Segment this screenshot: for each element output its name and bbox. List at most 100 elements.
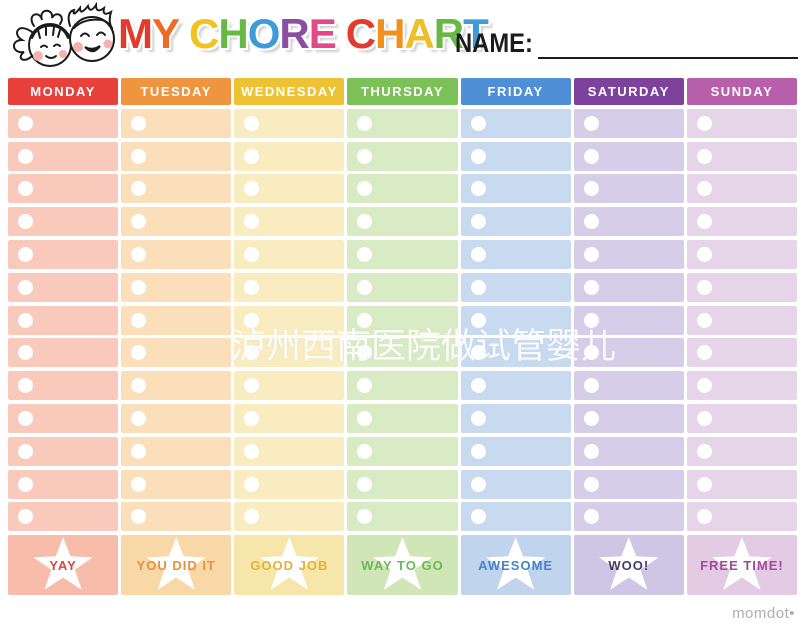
chore-row bbox=[460, 272, 571, 302]
chore-dot-icon bbox=[244, 443, 260, 459]
reward-phrase: WAY TO GO bbox=[361, 557, 444, 573]
day-header-sunday: SUNDAY bbox=[686, 78, 797, 105]
chore-dot-icon bbox=[244, 509, 260, 525]
chore-row bbox=[8, 108, 119, 138]
chore-dot-icon bbox=[357, 443, 373, 459]
chore-dot-icon bbox=[244, 279, 260, 295]
chore-row bbox=[573, 436, 684, 466]
chore-dot-icon bbox=[583, 246, 599, 262]
day-header-monday: MONDAY bbox=[8, 78, 119, 105]
chore-row bbox=[460, 338, 571, 368]
chore-row bbox=[8, 207, 119, 237]
name-blank-line bbox=[537, 31, 798, 59]
chore-dot-icon bbox=[696, 443, 712, 459]
chore-row bbox=[686, 305, 797, 335]
chore-row bbox=[234, 338, 345, 368]
chore-dot-icon bbox=[470, 443, 486, 459]
chore-dot-icon bbox=[131, 345, 147, 361]
chore-row bbox=[460, 239, 571, 269]
chore-dot-icon bbox=[18, 476, 33, 492]
chore-dot-icon bbox=[470, 148, 486, 164]
chore-dot-icon bbox=[244, 378, 260, 394]
title-letter: O bbox=[247, 10, 281, 57]
chore-row bbox=[121, 469, 232, 499]
chore-dot-icon bbox=[131, 312, 147, 328]
chore-dot-icon bbox=[470, 509, 486, 525]
chore-row bbox=[347, 436, 458, 466]
chore-dot-icon bbox=[583, 476, 599, 492]
chore-dot-icon bbox=[583, 345, 599, 361]
chore-row bbox=[573, 207, 684, 237]
reward-banner-monday: YAY bbox=[8, 535, 119, 596]
chore-row bbox=[8, 469, 119, 499]
chore-row bbox=[347, 207, 458, 237]
chore-row bbox=[686, 239, 797, 269]
chore-dot-icon bbox=[696, 410, 712, 426]
title-letter: C bbox=[189, 10, 219, 57]
title-letter: T bbox=[463, 10, 489, 57]
chore-dot-icon bbox=[131, 410, 147, 426]
chore-dot-icon bbox=[18, 312, 33, 328]
chore-dot-icon bbox=[244, 148, 260, 164]
chore-dot-icon bbox=[583, 279, 599, 295]
chore-dot-icon bbox=[583, 443, 599, 459]
chore-dot-icon bbox=[18, 509, 33, 525]
chore-dot-icon bbox=[244, 246, 260, 262]
chore-dot-icon bbox=[131, 148, 147, 164]
chore-row bbox=[347, 371, 458, 401]
chore-row bbox=[573, 502, 684, 532]
chore-dot-icon bbox=[18, 148, 33, 164]
chore-dot-icon bbox=[244, 181, 260, 197]
chore-row bbox=[8, 502, 119, 532]
title-letter: M bbox=[118, 10, 153, 57]
chore-dot-icon bbox=[244, 312, 260, 328]
chore-dot-icon bbox=[357, 312, 373, 328]
chore-row bbox=[234, 108, 345, 138]
chore-dot-icon bbox=[18, 410, 33, 426]
chore-dot-icon bbox=[583, 312, 599, 328]
chore-dot-icon bbox=[131, 246, 147, 262]
chore-row bbox=[347, 338, 458, 368]
chore-row bbox=[460, 371, 571, 401]
chore-dot-icon bbox=[357, 214, 373, 230]
chore-dot-icon bbox=[18, 246, 33, 262]
chore-row bbox=[8, 239, 119, 269]
chore-dot-icon bbox=[470, 378, 486, 394]
chore-row bbox=[573, 272, 684, 302]
chore-row bbox=[686, 469, 797, 499]
reward-banner-thursday: WAY TO GO bbox=[347, 535, 458, 596]
chore-row bbox=[573, 141, 684, 171]
chore-dot-icon bbox=[244, 115, 260, 131]
chore-row bbox=[234, 305, 345, 335]
chore-dot-icon bbox=[696, 148, 712, 164]
title-letter: H bbox=[218, 10, 248, 57]
chore-dot-icon bbox=[583, 214, 599, 230]
chore-dot-icon bbox=[244, 214, 260, 230]
chore-row bbox=[686, 371, 797, 401]
chore-row bbox=[121, 272, 232, 302]
chore-row bbox=[686, 436, 797, 466]
chore-row bbox=[121, 436, 232, 466]
chore-row bbox=[8, 141, 119, 171]
chore-row bbox=[347, 108, 458, 138]
name-field: NAME: bbox=[455, 28, 798, 59]
chore-row bbox=[573, 108, 684, 138]
reward-phrase: GOOD JOB bbox=[250, 557, 329, 573]
chore-dot-icon bbox=[18, 115, 33, 131]
chore-dot-icon bbox=[357, 115, 373, 131]
chore-dot-icon bbox=[244, 410, 260, 426]
chore-row bbox=[8, 272, 119, 302]
chore-row bbox=[121, 174, 232, 204]
reward-phrase: AWESOME bbox=[478, 557, 554, 573]
reward-banner-tuesday: YOU DID IT bbox=[121, 535, 232, 596]
chore-row bbox=[686, 403, 797, 433]
chore-row bbox=[234, 469, 345, 499]
chore-dot-icon bbox=[583, 115, 599, 131]
chore-row bbox=[460, 108, 571, 138]
chore-row bbox=[234, 371, 345, 401]
chore-dot-icon bbox=[470, 181, 486, 197]
chore-row bbox=[8, 305, 119, 335]
chore-dot-icon bbox=[470, 246, 486, 262]
title-letter bbox=[179, 10, 189, 58]
chore-dot-icon bbox=[696, 115, 712, 131]
